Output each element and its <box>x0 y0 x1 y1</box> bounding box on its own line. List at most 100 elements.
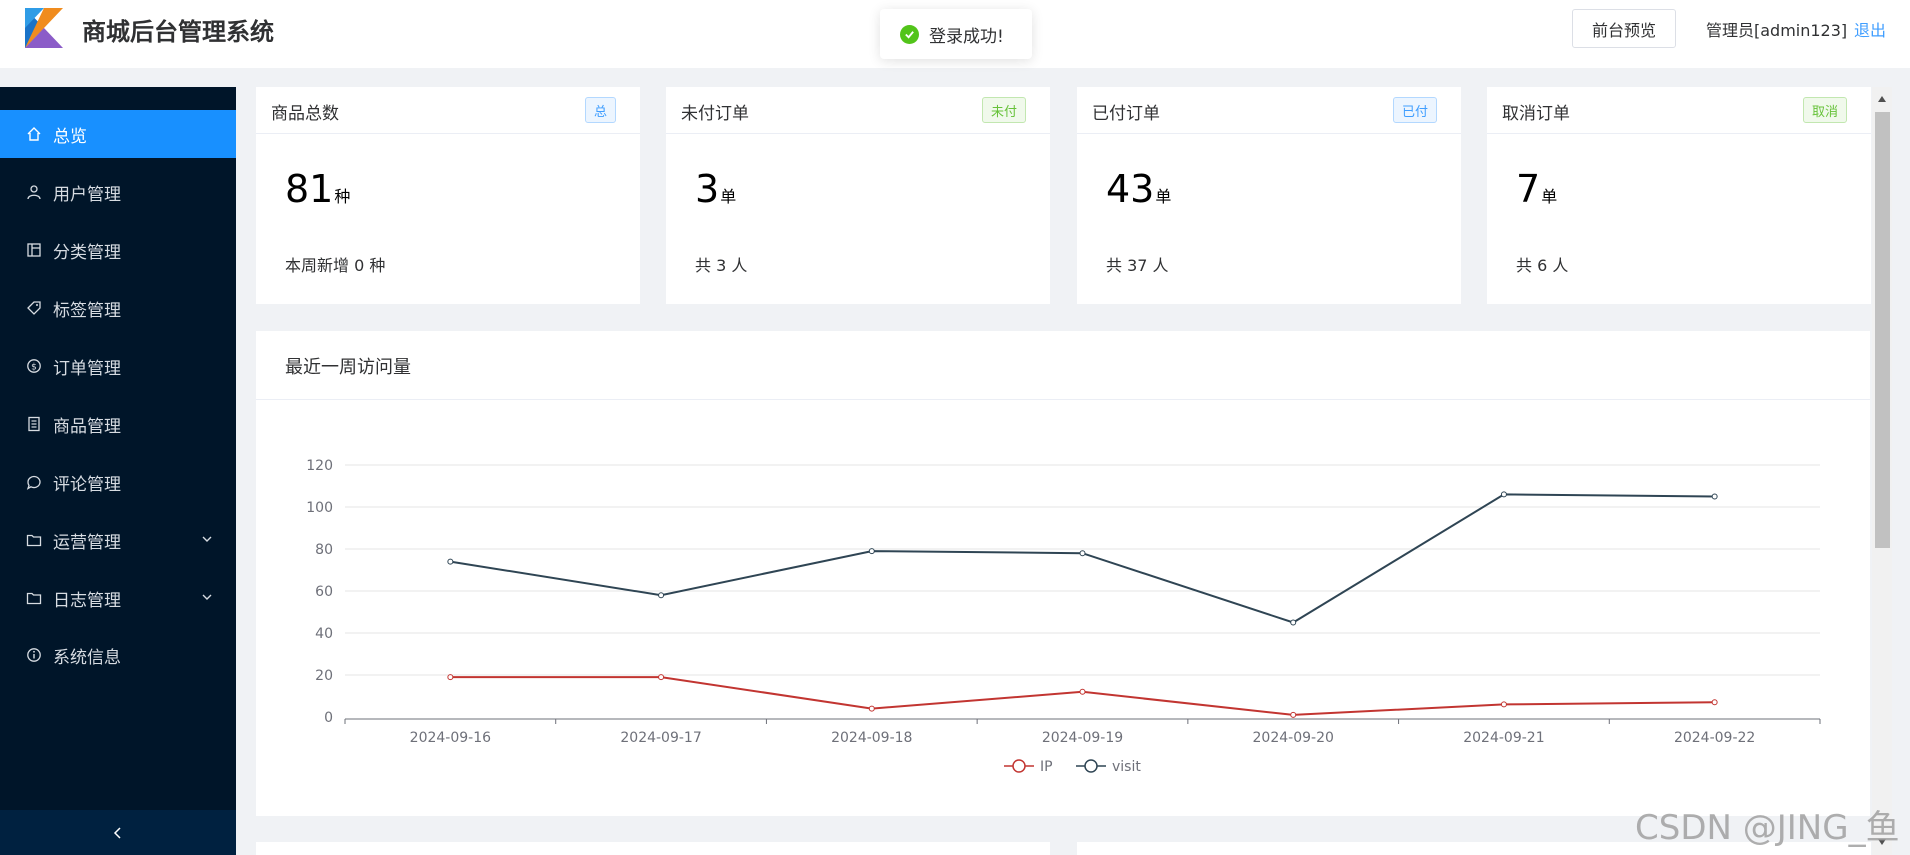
card-total-products: 商品总数 总 81 种 本周新增 0 种 <box>256 87 640 304</box>
chevron-left-icon <box>113 826 121 839</box>
chevron-down-icon <box>202 594 212 600</box>
data-point-visit <box>447 558 454 565</box>
card-title: 商品总数 <box>271 104 339 124</box>
home-icon <box>25 125 43 143</box>
series-line-visit <box>450 493 1715 624</box>
y-tick-label: 100 <box>306 500 333 516</box>
watermark: CSDN @JING_鱼 <box>1635 808 1900 848</box>
x-tick-label: 2024-09-22 <box>1674 730 1755 746</box>
y-tick-label: 80 <box>315 542 333 558</box>
sidebar-item-categories[interactable]: 分类管理 <box>0 226 236 274</box>
card-subtext: 共 3 人 <box>695 256 748 275</box>
x-tick-label: 2024-09-16 <box>410 730 491 746</box>
sidebar-item-label: 日志管理 <box>53 590 121 611</box>
sidebar-item-label: 评论管理 <box>53 474 121 495</box>
card-subtext: 共 6 人 <box>1516 256 1569 275</box>
layout-icon <box>25 241 43 259</box>
sidebar-item-products[interactable]: 商品管理 <box>0 400 236 448</box>
data-point-visit <box>658 592 665 599</box>
app-title: 商城后台管理系统 <box>82 18 274 46</box>
card-value: 81 种 <box>285 167 351 211</box>
panel-title: 最近一周访问量 <box>285 357 411 378</box>
svg-text:$: $ <box>31 363 37 373</box>
folder-icon <box>25 531 43 549</box>
chevron-down-icon <box>202 536 212 542</box>
sidebar-item-label: 商品管理 <box>53 416 121 437</box>
sidebar-item-logs[interactable]: 日志管理 <box>0 574 236 622</box>
data-point-IP <box>658 674 665 681</box>
login-success-toast: 登录成功! <box>880 9 1032 59</box>
data-point-visit <box>868 548 875 555</box>
card-value: 43 单 <box>1106 167 1172 211</box>
sidebar-item-tags[interactable]: 标签管理 <box>0 284 236 332</box>
y-tick-label: 0 <box>324 710 333 726</box>
sidebar-item-orders[interactable]: $ 订单管理 <box>0 342 236 390</box>
data-point-IP <box>1290 711 1297 718</box>
sidebar-item-label: 订单管理 <box>53 358 121 379</box>
sidebar-item-comments[interactable]: 评论管理 <box>0 458 236 506</box>
status-badge: 取消 <box>1802 97 1847 123</box>
data-point-IP <box>447 674 454 681</box>
data-point-visit <box>1079 550 1086 557</box>
admin-username: 管理员[admin123] <box>1706 21 1848 40</box>
sidebar-item-label: 用户管理 <box>53 184 121 205</box>
scrollbar-thumb[interactable] <box>1875 112 1890 548</box>
card-paid-orders: 已付订单 已付 43 单 共 37 人 <box>1077 87 1461 304</box>
card-subtext: 共 37 人 <box>1106 256 1169 275</box>
weekly-visits-panel: 最近一周访问量 0 20 40 60 80 100 120 2024-09-16 2024-09… <box>256 331 1870 816</box>
sidebar-menu: 总览 用户管理 分类管理 标签管理 $ 订单管理 商品管理 评论管理 <box>0 87 236 855</box>
card-title: 已付订单 <box>1092 104 1160 124</box>
x-tick-label: 2024-09-17 <box>620 730 701 746</box>
sidebar-item-overview[interactable]: 总览 <box>0 110 236 158</box>
data-point-IP <box>1500 701 1507 708</box>
legend-marker-IP <box>1012 759 1026 773</box>
chat-icon <box>25 473 43 491</box>
sidebar-item-operations[interactable]: 运营管理 <box>0 516 236 564</box>
logout-link[interactable]: 退出 <box>1854 21 1887 40</box>
status-badge: 总 <box>584 97 616 123</box>
user-icon <box>25 183 43 201</box>
scroll-up-arrow-icon[interactable] <box>1872 89 1892 109</box>
x-tick-label: 2024-09-21 <box>1463 730 1544 746</box>
data-point-visit <box>1290 619 1297 626</box>
x-tick-label: 2024-09-19 <box>1042 730 1123 746</box>
list-icon <box>25 415 43 433</box>
data-point-IP <box>868 705 875 712</box>
legend-marker-visit <box>1084 759 1098 773</box>
data-point-visit <box>1500 491 1507 498</box>
x-tick-label: 2024-09-18 <box>831 730 912 746</box>
scroll-down-arrow-icon[interactable] <box>1872 832 1892 852</box>
sidebar-item-users[interactable]: 用户管理 <box>0 168 236 216</box>
sidebar-item-label: 标签管理 <box>53 300 121 321</box>
weekly-visits-chart: 0 20 40 60 80 100 120 2024-09-16 2024-09-17 2024-… <box>306 458 1821 775</box>
legend-label: visit <box>1112 759 1141 775</box>
bottom-panel-right <box>1077 842 1871 855</box>
x-tick-label: 2024-09-20 <box>1253 730 1334 746</box>
data-point-visit <box>1711 493 1718 500</box>
bottom-panel-left <box>256 842 1050 855</box>
sidebar-collapse-button[interactable] <box>0 810 236 855</box>
folder-icon <box>25 589 43 607</box>
sidebar-item-label: 运营管理 <box>53 532 121 553</box>
tag-icon <box>25 299 43 317</box>
data-point-IP <box>1079 688 1086 695</box>
frontend-preview-button[interactable]: 前台预览 <box>1572 9 1676 48</box>
sidebar-item-system-info[interactable]: 系统信息 <box>0 631 236 679</box>
y-tick-label: 40 <box>315 626 333 642</box>
data-point-IP <box>1711 699 1718 706</box>
series-line-IP <box>450 676 1715 716</box>
y-tick-label: 20 <box>315 668 333 684</box>
sidebar-item-label: 分类管理 <box>53 242 121 263</box>
toast-message: 登录成功! <box>929 26 1004 47</box>
legend-label: IP <box>1040 759 1053 775</box>
success-check-icon <box>900 24 919 44</box>
card-subtext: 本周新增 0 种 <box>285 256 386 275</box>
app-logo <box>25 8 63 48</box>
card-title: 取消订单 <box>1502 104 1570 124</box>
coin-icon: $ <box>25 357 43 375</box>
y-tick-label: 60 <box>315 584 333 600</box>
